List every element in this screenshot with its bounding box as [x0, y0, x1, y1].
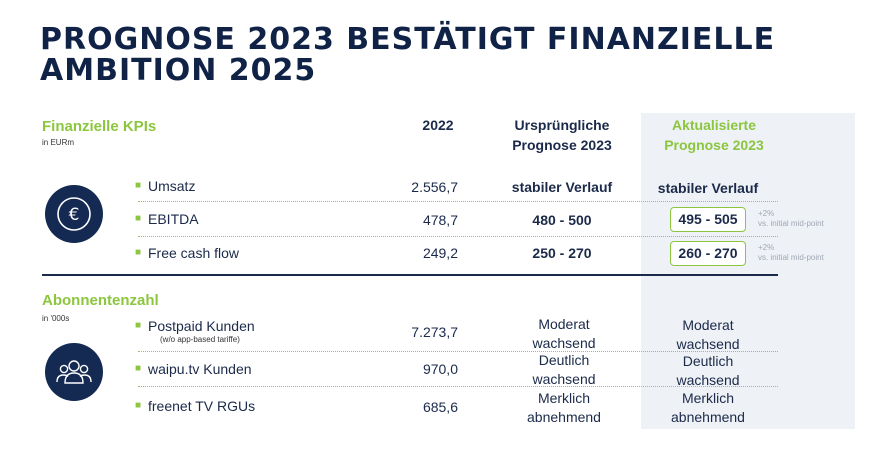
forecast-line-2: wachsend [532, 335, 596, 351]
kpi-label-text: Free cash flow [148, 245, 240, 261]
kpi-original-forecast: 250 - 270 [532, 245, 592, 261]
bullet-icon: ■ [135, 247, 142, 258]
subscriber-value-2022: 685,6 [422, 399, 458, 415]
kpi-section-title: Finanzielle KPIs [42, 118, 157, 135]
forecast-line-1: Merklich [537, 390, 591, 406]
forecast-line-2: wachsend [532, 371, 596, 387]
euro-icon: € [45, 185, 103, 243]
subscriber-label-text: waipu.tv Kunden [148, 361, 252, 377]
users-icon-svg [56, 360, 92, 384]
kpi-updated-forecast: stabiler Verlauf [657, 180, 759, 196]
forecast-line-1: Moderat [538, 316, 590, 332]
subscriber-original-forecast: Moderat wachsend [504, 315, 624, 353]
subscriber-label-freenet: ■ freenet TV RGUs [135, 398, 256, 414]
subscribers-section-title: Abonnentenzahl [42, 292, 159, 309]
subscriber-updated-forecast: Moderat wachsend [648, 316, 768, 354]
updated-forecast-column-bg [641, 113, 855, 429]
svg-text:€: € [69, 205, 80, 225]
kpi-label-text: Umsatz [148, 178, 196, 194]
subscriber-updated-forecast: Merklich abnehmend [648, 389, 768, 427]
subscriber-sublabel: (w/o app-based tariffe) [160, 335, 240, 344]
forecast-line-1: Deutlich [682, 353, 734, 369]
bullet-icon: ■ [135, 363, 142, 374]
kpi-original-forecast: 480 - 500 [532, 212, 592, 228]
kpi-change-note: +2% vs. initial mid-point [758, 209, 824, 229]
row-separator [138, 386, 778, 387]
subscriber-label-postpaid: ■ Postpaid Kunden [135, 318, 255, 334]
forecast-line-1: Deutlich [538, 352, 590, 368]
kpi-unit: in EURm [42, 138, 75, 147]
users-icon [45, 343, 103, 401]
kpi-label-free-cash-flow: ■ Free cash flow [135, 245, 240, 261]
subscriber-updated-forecast: Deutlich wachsend [648, 352, 768, 390]
kpi-change-percent: +2% [758, 209, 775, 218]
kpi-change-note: +2% vs. initial mid-point [758, 243, 824, 263]
forecast-line-2: wachsend [676, 372, 740, 388]
bullet-icon: ■ [135, 400, 142, 411]
subscriber-original-forecast: Deutlich wachsend [504, 351, 624, 389]
kpi-original-forecast: stabiler Verlauf [511, 179, 613, 195]
subscriber-value-2022: 7.273,7 [411, 324, 458, 340]
page-title: PROGNOSE 2023 BESTÄTIGT FINANZIELLE AMBI… [40, 22, 776, 88]
header-original-forecast: Ursprüngliche Prognose 2023 [512, 117, 612, 153]
forecast-line-2: abnehmend [671, 409, 745, 425]
kpi-value-2022: 249,2 [422, 245, 458, 261]
kpi-value-2022: 2.556,7 [411, 179, 458, 195]
subscriber-value-2022: 970,0 [422, 361, 458, 377]
kpi-label-ebitda: ■ EBITDA [135, 211, 199, 227]
row-separator [138, 351, 778, 352]
kpi-label-umsatz: ■ Umsatz [135, 178, 196, 194]
row-separator [138, 201, 778, 202]
subscriber-original-forecast: Merklich abnehmend [504, 389, 624, 427]
forecast-line-1: Merklich [681, 390, 735, 406]
header-updated-forecast: Aktualisierte Prognose 2023 [664, 117, 764, 153]
kpi-updated-forecast-box: 260 - 270 [670, 241, 746, 266]
section-divider [42, 274, 778, 276]
bullet-icon: ■ [135, 180, 142, 191]
euro-icon-svg: € [57, 197, 91, 231]
subscriber-label-text: freenet TV RGUs [148, 398, 256, 414]
subscriber-label-text: Postpaid Kunden [148, 318, 255, 334]
bullet-icon: ■ [135, 320, 142, 331]
kpi-change-reference: vs. initial mid-point [758, 219, 824, 228]
forecast-line-2: wachsend [676, 336, 740, 352]
forecast-line-1: Moderat [682, 317, 734, 333]
subscribers-unit: in '000s [42, 314, 70, 323]
kpi-label-text: EBITDA [148, 211, 199, 227]
forecast-line-2: abnehmend [527, 409, 601, 425]
kpi-change-percent: +2% [758, 243, 775, 252]
subscriber-label-waipu: ■ waipu.tv Kunden [135, 361, 252, 377]
kpi-updated-forecast-box: 495 - 505 [670, 207, 746, 232]
kpi-change-reference: vs. initial mid-point [758, 253, 824, 262]
header-2022: 2022 [422, 117, 454, 133]
kpi-value-2022: 478,7 [422, 212, 458, 228]
bullet-icon: ■ [135, 213, 142, 224]
row-separator [138, 236, 778, 237]
